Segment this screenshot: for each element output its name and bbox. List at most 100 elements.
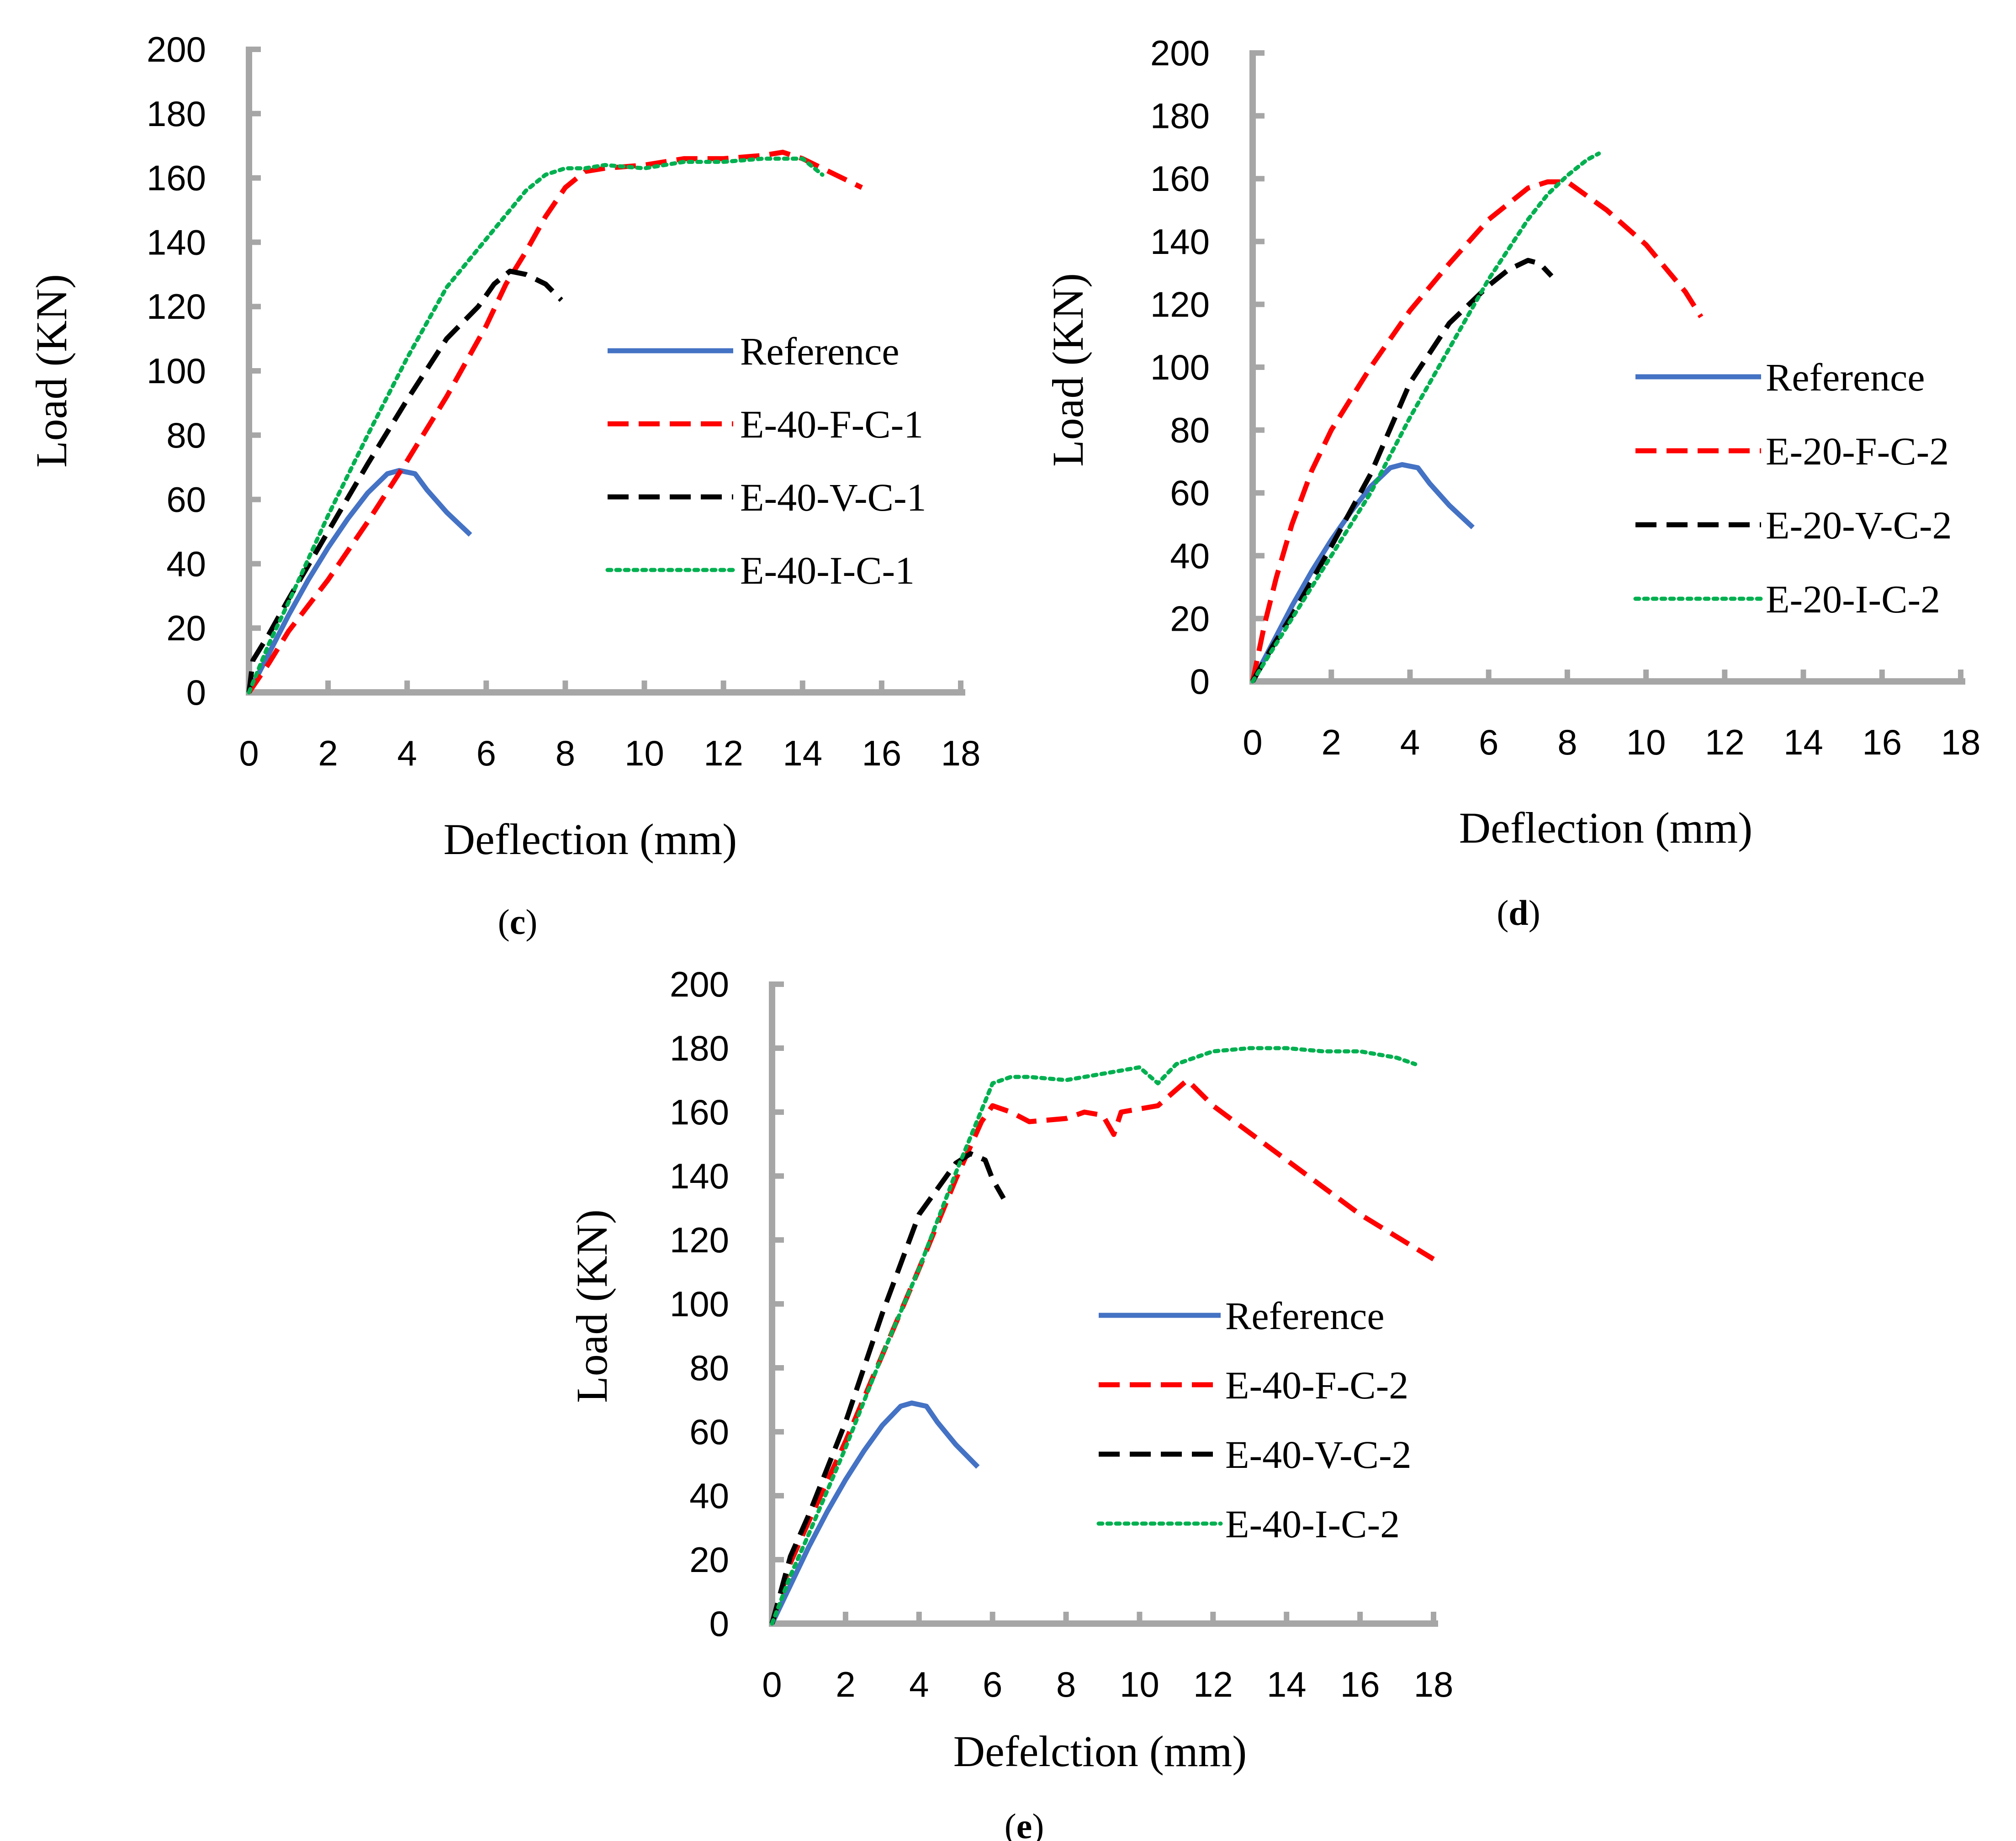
legend-label-E-40-I-C-2: E-40-I-C-2 <box>1225 1502 1400 1546</box>
legend-label-E-20-F-C-2: E-20-F-C-2 <box>1766 429 1949 473</box>
x-tick-label: 12 <box>1193 1664 1233 1704</box>
x-tick-label: 4 <box>397 733 417 773</box>
legend-label-E-40-V-C-2: E-40-V-C-2 <box>1225 1433 1412 1477</box>
y-tick-label: 160 <box>1150 158 1210 199</box>
x-tick-label: 2 <box>836 1664 855 1704</box>
legend-label-E-40-I-C-1: E-40-I-C-1 <box>740 549 915 592</box>
x-tick-label: 8 <box>1557 722 1577 762</box>
y-tick-label: 100 <box>1150 347 1210 387</box>
x-tick-label: 0 <box>239 733 259 773</box>
series-line-Reference <box>1250 462 1475 683</box>
y-tick-label: 120 <box>147 286 206 327</box>
y-tick-label: 0 <box>1190 661 1210 702</box>
chart-panel-e: 0 20 40 60 80 100 120 140 160 180 200 0 2 4 6 8 10 12 14 16… <box>567 964 1453 1841</box>
panel-label-close: ) <box>1529 893 1540 933</box>
y-axis-title: Load (KN) <box>27 274 76 468</box>
legend: Reference E-20-F-C-2 E-20-V-C-2 E-20-I-C-2 <box>1633 355 1952 621</box>
x-tick-label: 4 <box>1400 722 1420 762</box>
series-line-E-40-I-C-2 <box>770 1046 1418 1626</box>
y-tick-label: 200 <box>147 29 206 69</box>
x-tick-label: 16 <box>1340 1664 1380 1704</box>
y-tick-label: 100 <box>670 1284 729 1324</box>
x-tick-label: 6 <box>983 1664 1002 1704</box>
legend: Reference E-40-F-C-2 E-40-V-C-2 E-40-I-C-2 <box>1096 1294 1412 1546</box>
series-line-Reference <box>770 1400 980 1625</box>
legend: Reference E-40-F-C-1 E-40-V-C-1 E-40-I-C-1 <box>605 329 926 592</box>
panel-label-e: (e) <box>1005 1806 1044 1841</box>
panel-label-open: ( <box>1005 1806 1016 1841</box>
x-tick-label: 6 <box>476 733 496 773</box>
panel-label-c: (c) <box>498 902 538 942</box>
legend-label-E-20-I-C-2: E-20-I-C-2 <box>1766 577 1940 621</box>
series-line-E-40-I-C-1 <box>247 156 825 695</box>
y-tick-label: 40 <box>1170 536 1210 576</box>
y-tick-label: 0 <box>709 1604 729 1644</box>
y-tick-label: 60 <box>1170 473 1210 513</box>
x-tick-label: 12 <box>704 733 743 773</box>
x-tick-label: 0 <box>762 1664 782 1704</box>
y-tick-label: 200 <box>1150 33 1210 73</box>
panel-label-open: ( <box>1497 893 1508 933</box>
y-tick-label: 200 <box>670 964 729 1004</box>
panel-label-close: ) <box>525 902 537 942</box>
x-tick-label: 16 <box>862 733 902 773</box>
x-tick-label: 8 <box>556 733 575 773</box>
x-axis-title: Deflection (mm) <box>444 815 737 864</box>
x-tick-label: 6 <box>1479 722 1498 762</box>
y-tick-label: 140 <box>147 222 206 262</box>
x-tick-label: 12 <box>1705 722 1745 762</box>
y-tick-label: 20 <box>1170 598 1210 638</box>
panel-label-open: ( <box>498 902 510 942</box>
y-tick-label: 40 <box>689 1476 729 1516</box>
x-tick-label: 18 <box>941 733 981 773</box>
chart-panel-c: 0 20 40 60 80 100 120 140 160 180 200 0 2 4 6 8 10 12 14 16… <box>27 29 980 942</box>
series-line-E-40-F-C-1 <box>247 149 863 694</box>
y-tick-label: 180 <box>670 1028 729 1068</box>
y-tick-label: 60 <box>166 480 206 520</box>
x-tick-label: 14 <box>1783 722 1823 762</box>
x-tick-label: 14 <box>1267 1664 1307 1704</box>
legend-label-E-40-V-C-1: E-40-V-C-1 <box>740 475 926 519</box>
y-tick-label: 160 <box>670 1092 729 1132</box>
y-tick-label: 80 <box>689 1348 729 1388</box>
chart-panel-d: 0 20 40 60 80 100 120 140 160 180 200 0 2 4 6 8 10 12 14 16… <box>1043 33 1980 933</box>
y-tick-label: 120 <box>670 1220 729 1260</box>
legend-label-Reference: Reference <box>1225 1294 1385 1338</box>
panel-label-letter: d <box>1508 893 1528 933</box>
y-tick-label: 80 <box>166 415 206 455</box>
x-tick-label: 0 <box>1243 722 1262 762</box>
x-tick-label: 18 <box>1941 722 1981 762</box>
legend-label-E-40-F-C-2: E-40-F-C-2 <box>1225 1363 1408 1407</box>
y-tick-label: 100 <box>147 351 206 391</box>
y-tick-label: 40 <box>166 543 206 584</box>
y-tick-label: 140 <box>670 1156 729 1196</box>
x-tick-label: 16 <box>1862 722 1902 762</box>
y-tick-label: 20 <box>689 1540 729 1580</box>
y-axis-title: Load (KN) <box>567 1209 616 1403</box>
panel-label-letter: e <box>1016 1806 1032 1841</box>
series-line-E-20-F-C-2 <box>1250 179 1704 682</box>
x-tick-label: 8 <box>1056 1664 1076 1704</box>
y-axis-title: Load (KN) <box>1043 273 1092 467</box>
x-tick-label: 14 <box>783 733 822 773</box>
panel-label-letter: c <box>510 902 526 942</box>
x-tick-label: 10 <box>1120 1664 1159 1704</box>
y-tick-label: 60 <box>689 1412 729 1452</box>
y-tick-label: 180 <box>1150 96 1210 136</box>
x-axis-title: Defelction (mm) <box>953 1727 1247 1776</box>
x-tick-label: 4 <box>909 1664 929 1704</box>
y-tick-label: 180 <box>147 94 206 134</box>
legend-label-Reference: Reference <box>740 329 900 373</box>
x-tick-label: 2 <box>318 733 338 773</box>
y-tick-label: 120 <box>1150 284 1210 324</box>
legend-label-E-40-F-C-1: E-40-F-C-1 <box>740 402 923 446</box>
y-tick-label: 80 <box>1170 410 1210 450</box>
legend-label-Reference: Reference <box>1766 355 1925 399</box>
x-axis-title: Deflection (mm) <box>1459 803 1752 852</box>
x-tick-label: 2 <box>1322 722 1341 762</box>
y-tick-label: 160 <box>147 158 206 198</box>
y-tick-label: 0 <box>186 672 206 712</box>
panel-label-d: (d) <box>1497 893 1540 933</box>
